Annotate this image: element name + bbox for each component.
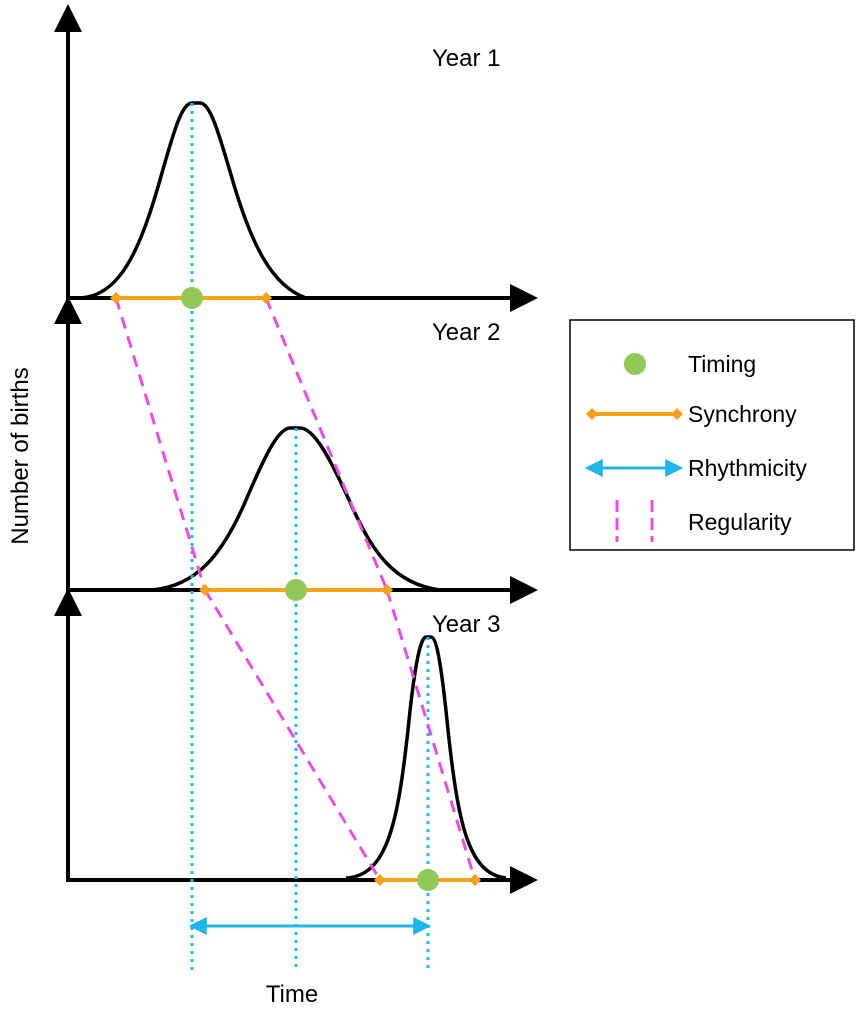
legend-synchrony-label: Synchrony <box>688 401 797 427</box>
year1-label: Year 1 <box>432 45 501 72</box>
legend-regularity-label: Regularity <box>688 509 792 535</box>
year3-label: Year 3 <box>432 611 501 638</box>
year3-timing-dot <box>417 869 439 891</box>
legend-timing-label: Timing <box>688 351 756 377</box>
year1-timing-dot <box>181 287 203 309</box>
legend-regularity-symbol <box>615 500 654 542</box>
legend: Timing Synchrony Rhythmicity Regularity <box>569 319 855 551</box>
y-axis-title: Number of births <box>7 367 34 544</box>
year2-label: Year 2 <box>432 319 501 346</box>
year1-birth-curve <box>79 101 307 300</box>
regularity-line-left-2 <box>203 589 382 881</box>
regularity-line-right-1 <box>264 297 389 591</box>
legend-rhythmicity-label: Rhythmicity <box>688 455 807 481</box>
rhythmicity-guides <box>190 103 430 972</box>
regularity-line-right-2 <box>385 589 477 881</box>
year2-birth-curve <box>151 426 441 592</box>
year3-birth-curve <box>345 635 507 880</box>
legend-timing-symbol <box>624 353 646 375</box>
legend-synchrony-symbol <box>586 408 683 420</box>
x-axis-title: Time <box>266 981 318 1008</box>
year2-timing-dot <box>285 579 307 601</box>
regularity-line-left-1 <box>114 297 207 591</box>
regularity-lines <box>114 297 477 881</box>
